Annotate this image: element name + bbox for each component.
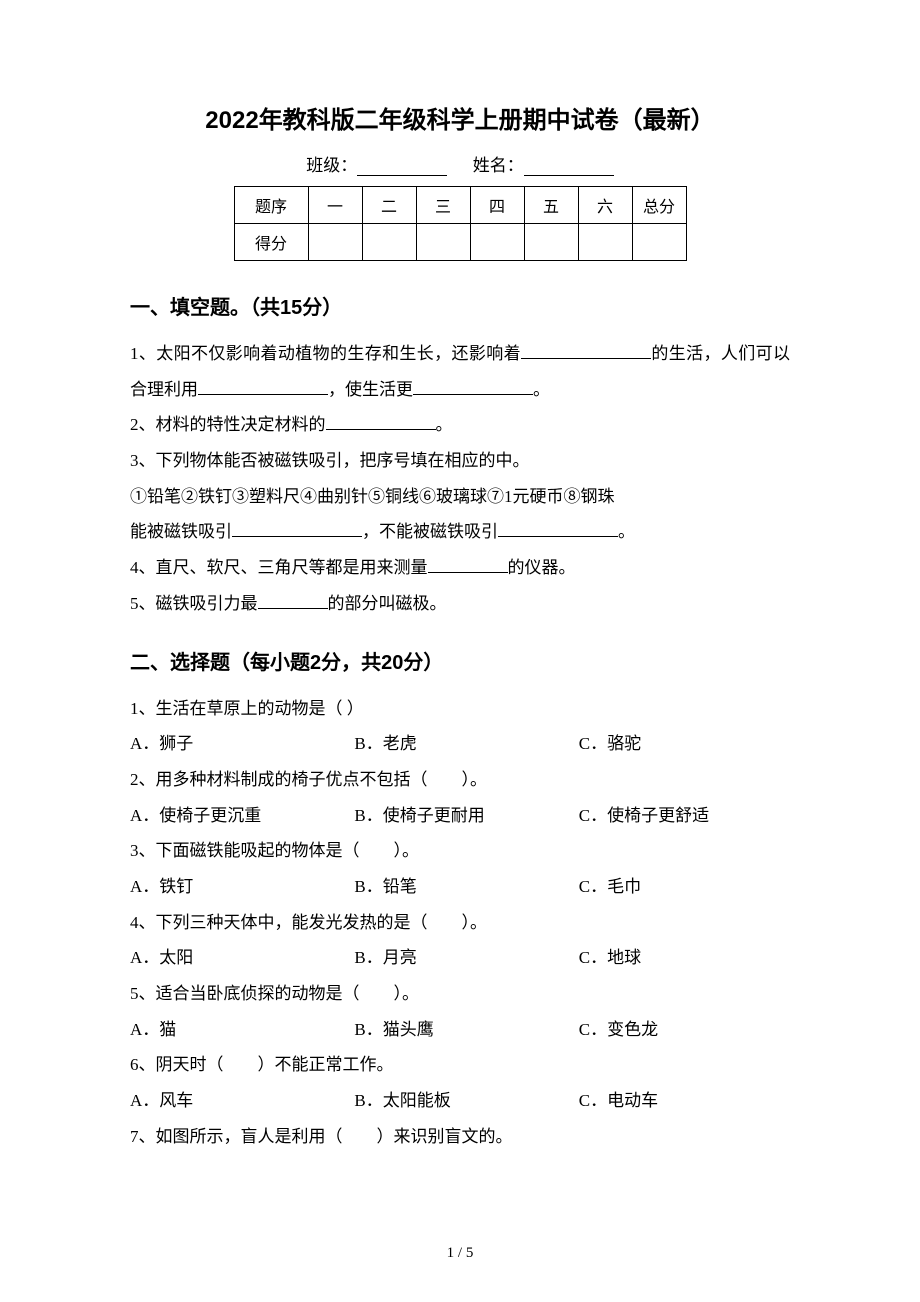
score-cell-5[interactable] — [524, 224, 578, 261]
score-header-label: 题序 — [234, 187, 308, 224]
q2-blank[interactable] — [326, 412, 436, 430]
section2-q5-option-a: A．猫 — [130, 1012, 354, 1048]
score-header-2: 二 — [362, 187, 416, 224]
q5-text-a: 5、磁铁吸引力最 — [130, 594, 258, 613]
section1-q3: 3、下列物体能否被磁铁吸引，把序号填在相应的中。 — [130, 443, 790, 479]
q4-text-b: 的仪器。 — [508, 558, 576, 577]
section-2-heading: 二、选择题（每小题2分，共20分） — [130, 646, 790, 675]
section2-q2-option-c: C．使椅子更舒适 — [579, 798, 790, 834]
score-cell-3[interactable] — [416, 224, 470, 261]
name-label: 姓名： — [473, 156, 524, 175]
score-cell-4[interactable] — [470, 224, 524, 261]
section2-q2-option-a: A．使椅子更沉重 — [130, 798, 354, 834]
section1-q3-items: ①铅笔②铁钉③塑料尺④曲别针⑤铜线⑥玻璃球⑦1元硬币⑧钢珠 — [130, 479, 790, 515]
section2-q1-option-c: C．骆驼 — [579, 726, 790, 762]
q3-text-c: 。 — [618, 522, 635, 541]
score-header-total: 总分 — [632, 187, 686, 224]
score-cell-2[interactable] — [362, 224, 416, 261]
q3-text-b: ，不能被磁铁吸引 — [362, 522, 498, 541]
section-1-heading: 一、填空题。（共15分） — [130, 291, 790, 320]
q3-blank-2[interactable] — [498, 519, 618, 537]
section2-q1-option-b: B．老虎 — [354, 726, 578, 762]
score-row-label: 得分 — [234, 224, 308, 261]
q1-text-c: ，使生活更 — [328, 380, 413, 399]
section2-q6-stem: 6、阴天时（ ）不能正常工作。 — [130, 1047, 790, 1083]
score-header-3: 三 — [416, 187, 470, 224]
section2-q6-option-c: C．电动车 — [579, 1083, 790, 1119]
section2-q6-option-a: A．风车 — [130, 1083, 354, 1119]
section2-q4-options: A．太阳B．月亮C．地球 — [130, 940, 790, 976]
section2-q1-option-a: A．狮子 — [130, 726, 354, 762]
section2-q3-stem: 3、下面磁铁能吸起的物体是（ ）。 — [130, 833, 790, 869]
section2-q2-option-b: B．使椅子更耐用 — [354, 798, 578, 834]
section2-q5-option-b: B．猫头鹰 — [354, 1012, 578, 1048]
section2-q7-stem: 7、如图所示，盲人是利用（ ）来识别盲文的。 — [130, 1119, 790, 1155]
name-blank[interactable] — [524, 158, 614, 176]
section2-q3-option-a: A．铁钉 — [130, 869, 354, 905]
q4-text-a: 4、直尺、软尺、三角尺等都是用来测量 — [130, 558, 428, 577]
section2-q5-options: A．猫B．猫头鹰C．变色龙 — [130, 1012, 790, 1048]
section2-q3-options: A．铁钉B．铅笔C．毛巾 — [130, 869, 790, 905]
student-info-line: 班级： 姓名： — [130, 151, 790, 176]
q4-blank[interactable] — [428, 555, 508, 573]
section2-q2-stem: 2、用多种材料制成的椅子优点不包括（ ）。 — [130, 762, 790, 798]
score-header-4: 四 — [470, 187, 524, 224]
section1-q1: 1、太阳不仅影响着动植物的生存和生长，还影响着的生活，人们可以合理利用，使生活更… — [130, 336, 790, 407]
score-table-header-row: 题序 一 二 三 四 五 六 总分 — [234, 187, 686, 224]
class-blank[interactable] — [357, 158, 447, 176]
score-header-5: 五 — [524, 187, 578, 224]
q1-text-a: 1、太阳不仅影响着动植物的生存和生长，还影响着 — [130, 344, 521, 363]
section2-q3-option-c: C．毛巾 — [579, 869, 790, 905]
q1-blank-3[interactable] — [413, 377, 533, 395]
section1-q5: 5、磁铁吸引力最 的部分叫磁极。 — [130, 586, 790, 622]
document-title: 2022年教科版二年级科学上册期中试卷（最新） — [130, 100, 790, 135]
section2-q4-option-c: C．地球 — [579, 940, 790, 976]
score-header-6: 六 — [578, 187, 632, 224]
score-cell-6[interactable] — [578, 224, 632, 261]
section2-q1-options: A．狮子B．老虎C．骆驼 — [130, 726, 790, 762]
q1-blank-1[interactable] — [521, 341, 651, 359]
score-cell-1[interactable] — [308, 224, 362, 261]
score-header-1: 一 — [308, 187, 362, 224]
section2-q5-option-c: C．变色龙 — [579, 1012, 790, 1048]
q3-blank-1[interactable] — [232, 519, 362, 537]
section1-q2: 2、材料的特性决定材料的 。 — [130, 407, 790, 443]
section2-q4-stem: 4、下列三种天体中，能发光发热的是（ ）。 — [130, 905, 790, 941]
section2-q1-stem: 1、生活在草原上的动物是（ ） — [130, 691, 790, 727]
section2-q6-option-b: B．太阳能板 — [354, 1083, 578, 1119]
q2-text-b: 。 — [436, 415, 453, 434]
section2-q2-options: A．使椅子更沉重B．使椅子更耐用C．使椅子更舒适 — [130, 798, 790, 834]
section1-q4: 4、直尺、软尺、三角尺等都是用来测量 的仪器。 — [130, 550, 790, 586]
q2-text-a: 2、材料的特性决定材料的 — [130, 415, 326, 434]
q5-text-b: 的部分叫磁极。 — [328, 594, 447, 613]
q1-text-d: 。 — [533, 380, 550, 399]
score-table: 题序 一 二 三 四 五 六 总分 得分 — [234, 186, 687, 261]
q1-blank-2[interactable] — [198, 377, 328, 395]
q3-text-a: 能被磁铁吸引 — [130, 522, 232, 541]
class-label: 班级： — [306, 156, 357, 175]
section1-q3-answer: 能被磁铁吸引 ，不能被磁铁吸引 。 — [130, 514, 790, 550]
section2-q3-option-b: B．铅笔 — [354, 869, 578, 905]
page-number: 1 / 5 — [0, 1245, 920, 1262]
section2-q4-option-b: B．月亮 — [354, 940, 578, 976]
score-cell-total[interactable] — [632, 224, 686, 261]
section2-q6-options: A．风车B．太阳能板C．电动车 — [130, 1083, 790, 1119]
section2-q5-stem: 5、适合当卧底侦探的动物是（ ）。 — [130, 976, 790, 1012]
q5-blank[interactable] — [258, 591, 328, 609]
score-table-value-row: 得分 — [234, 224, 686, 261]
section2-q4-option-a: A．太阳 — [130, 940, 354, 976]
